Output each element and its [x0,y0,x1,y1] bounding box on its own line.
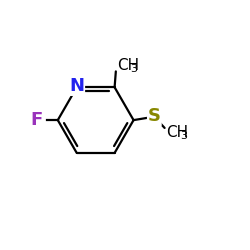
Text: 3: 3 [180,131,187,141]
Text: S: S [148,108,161,126]
Text: CH: CH [166,125,189,140]
Text: CH: CH [117,58,139,73]
Text: F: F [31,111,43,129]
Text: 3: 3 [130,64,138,74]
Text: N: N [69,77,84,95]
